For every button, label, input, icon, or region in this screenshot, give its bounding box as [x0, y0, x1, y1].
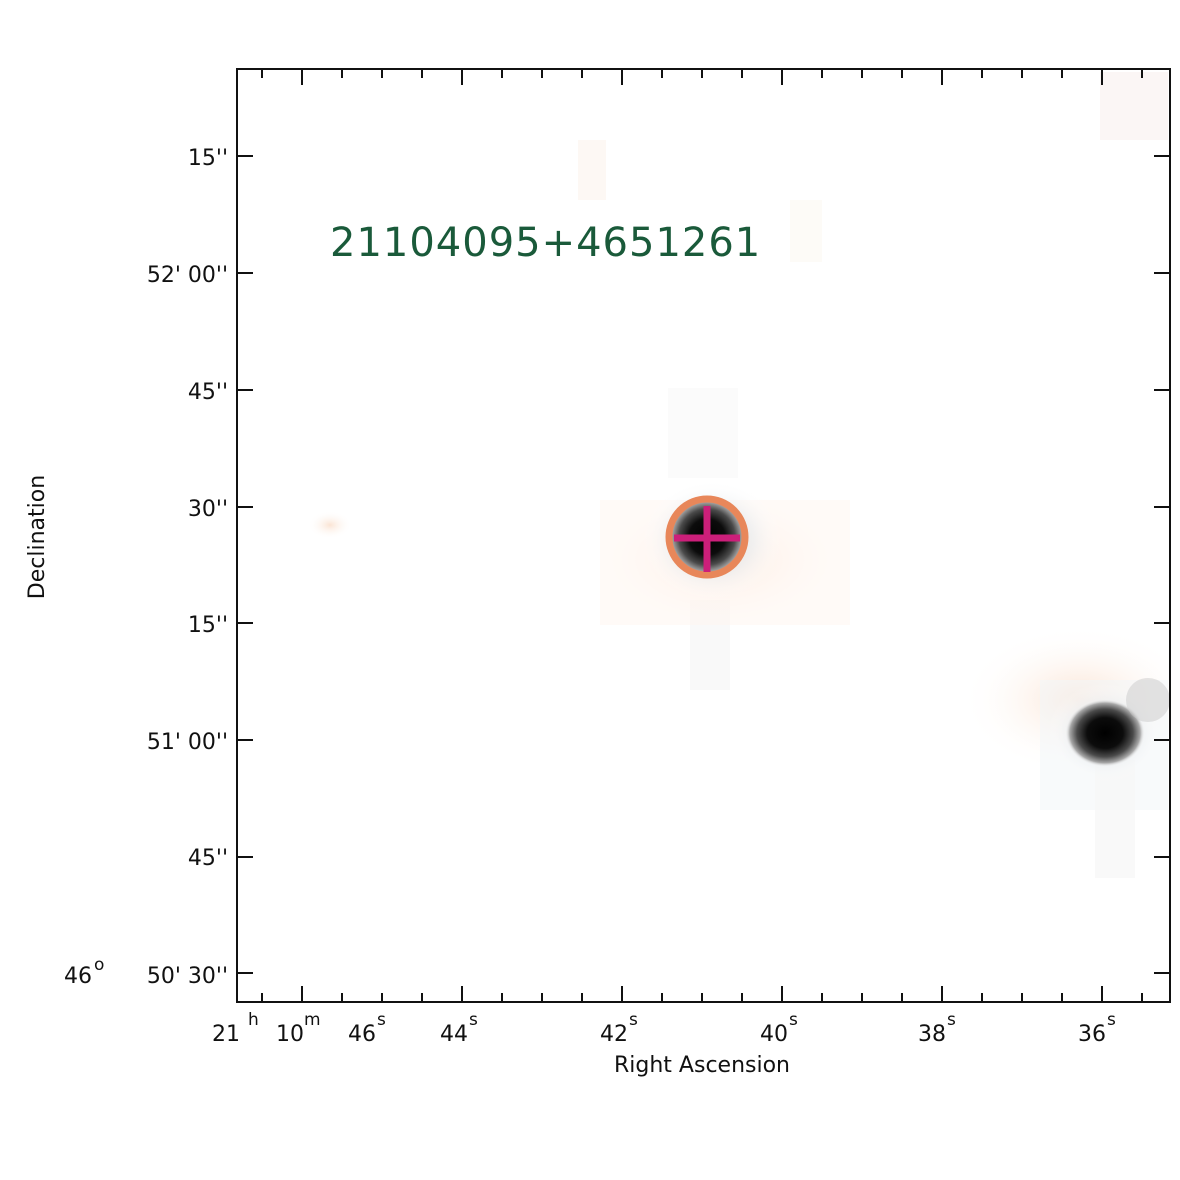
x-axis-title: Right Ascension	[614, 1053, 790, 1078]
ra-tick-label: 40	[760, 1022, 788, 1047]
ra-tick-label: 42	[600, 1022, 628, 1047]
ra-tick-labels: 21 h 10 m 46 s 44 s 42 s 40 s 38 s 36 s	[212, 1010, 1116, 1047]
dec-tick-label: 51' 00''	[147, 730, 228, 755]
neighbor-star	[960, 625, 1180, 878]
ra-hours: 21	[212, 1022, 240, 1047]
ra-tick-sup: s	[789, 1010, 798, 1030]
ra-minutes: 10	[276, 1022, 304, 1047]
image-artifact	[1100, 72, 1168, 140]
image-artifact	[578, 140, 606, 200]
ra-tick-sup: s	[377, 1010, 386, 1030]
dec-tick-label: 52' 00''	[147, 263, 228, 288]
ra-tick-sup: s	[947, 1010, 956, 1030]
plot-frame	[236, 68, 1171, 1003]
dec-tick-label: 45''	[188, 846, 228, 871]
sky-image	[238, 70, 1180, 1001]
ra-tick-label: 44	[440, 1022, 468, 1047]
image-artifact	[790, 200, 822, 262]
dec-deg-value: 46	[64, 964, 92, 989]
ra-tick-sup: s	[1107, 1010, 1116, 1030]
ra-hours-sup: h	[248, 1010, 259, 1030]
ra-tick-label: 36	[1078, 1022, 1106, 1047]
aperture-ring	[665, 495, 749, 579]
dec-tick-label-degree: 46 o 50' 30''	[64, 955, 228, 989]
dec-deg-rest: 50' 30''	[147, 964, 228, 989]
ra-tick-sup: s	[629, 1010, 638, 1030]
dec-tick-labels: 15'' 52' 00'' 45'' 30'' 15'' 51' 00'' 45…	[64, 146, 228, 989]
ra-minutes-sup: m	[304, 1010, 321, 1030]
dec-tick-label: 15''	[188, 146, 228, 171]
crosshair-marker	[674, 506, 740, 572]
axis-ticks	[237, 69, 1170, 1002]
dec-tick-label: 45''	[188, 380, 228, 405]
dec-tick-label: 30''	[188, 497, 228, 522]
image-artifact	[668, 388, 738, 478]
ra-tick-label: 46	[348, 1022, 376, 1047]
ra-tick-sup: s	[469, 1010, 478, 1030]
y-axis-title: Declination	[25, 475, 50, 599]
dec-deg-sup: o	[94, 955, 104, 975]
faint-source	[308, 511, 352, 539]
dec-tick-label: 15''	[188, 613, 228, 638]
ra-tick-label: 38	[918, 1022, 946, 1047]
object-id-label: 21104095+4651261	[330, 220, 761, 266]
